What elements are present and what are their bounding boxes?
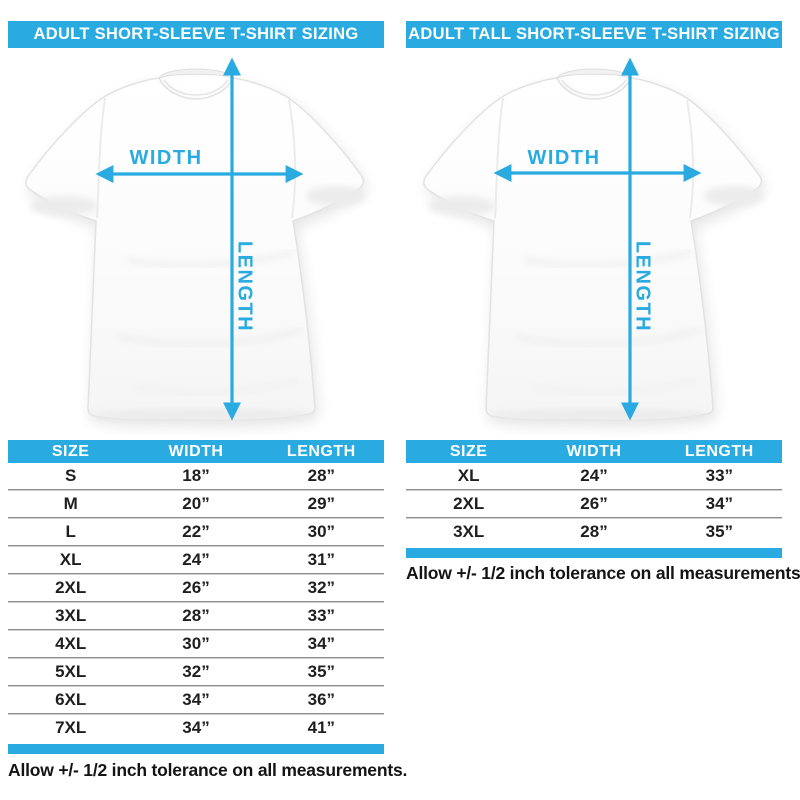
table-row: 5XL 32” 35” xyxy=(8,659,384,684)
column-header-width: WIDTH xyxy=(566,442,622,460)
table-cell: 3XL xyxy=(453,521,485,541)
table-cell: 4XL xyxy=(55,633,87,653)
panel-title-bar: ADULT SHORT-SLEEVE T-SHIRT SIZING xyxy=(8,21,384,48)
size-table: SIZE WIDTH LENGTH XL 24” 33” 2XL 26” 34” 3XL 28… xyxy=(406,440,782,558)
table-row: 6XL 34” 36” xyxy=(8,687,384,712)
table-cell: 28” xyxy=(580,521,608,541)
table-row: XL 24” 33” xyxy=(406,463,782,488)
table-cell: 24” xyxy=(580,465,608,485)
table-cell: 7XL xyxy=(55,717,87,737)
table-cell: M xyxy=(63,493,78,513)
column-header-size: SIZE xyxy=(449,442,488,460)
panel-adult-tall-sizing: ADULT TALL SHORT-SLEEVE T-SHIRT SIZING W… xyxy=(404,0,800,800)
panel-title: ADULT TALL SHORT-SLEEVE T-SHIRT SIZING xyxy=(408,25,780,43)
size-table-header: SIZE WIDTH LENGTH xyxy=(406,440,782,463)
width-dimension-label: WIDTH xyxy=(527,147,601,169)
table-cell: 2XL xyxy=(55,577,87,597)
table-cell: 35” xyxy=(705,521,734,541)
table-row: L 22” 30” xyxy=(8,519,384,544)
table-cell: 32” xyxy=(182,661,210,681)
table-cell: 34” xyxy=(182,689,210,709)
table-cell: 33” xyxy=(307,605,336,625)
table-cell: 30” xyxy=(182,633,210,653)
table-cell: L xyxy=(65,521,76,541)
table-cell: 32” xyxy=(307,577,336,597)
table-cell: 5XL xyxy=(55,661,87,681)
table-cell: XL xyxy=(457,465,480,485)
table-cell: 24” xyxy=(182,549,210,569)
table-cell: 34” xyxy=(705,493,734,513)
table-cell: 34” xyxy=(182,717,210,737)
table-footer-bar xyxy=(8,744,384,754)
table-row: XL 24” 31” xyxy=(8,547,384,572)
table-cell: 36” xyxy=(307,689,336,709)
table-row: 2XL 26” 32” xyxy=(8,575,384,600)
table-cell: 33” xyxy=(705,465,734,485)
table-cell: 26” xyxy=(182,577,210,597)
size-table-body: S 18” 28” M 20” 29” L 22” 30” XL 24” 31” 2XL 26” 32” 3X… xyxy=(8,463,384,740)
table-cell: 35” xyxy=(307,661,336,681)
size-table-header: SIZE WIDTH LENGTH xyxy=(8,440,384,463)
table-cell: 26” xyxy=(580,493,608,513)
table-row: 3XL 28” 33” xyxy=(8,603,384,628)
table-row: S 18” 28” xyxy=(8,463,384,488)
column-header-width: WIDTH xyxy=(168,442,224,460)
tshirt-diagram: WIDTH LENGTH xyxy=(404,54,784,436)
table-cell: 2XL xyxy=(453,493,485,513)
table-cell: 28” xyxy=(182,605,210,625)
table-cell: 3XL xyxy=(55,605,87,625)
panel-title: ADULT SHORT-SLEEVE T-SHIRT SIZING xyxy=(33,25,359,43)
table-row: 2XL 26” 34” xyxy=(406,491,782,516)
column-header-length: LENGTH xyxy=(286,442,356,460)
table-cell: 18” xyxy=(182,465,210,485)
table-row: M 20” 29” xyxy=(8,491,384,516)
table-cell: 20” xyxy=(182,493,210,513)
column-header-size: SIZE xyxy=(51,442,90,460)
tshirt-diagram: WIDTH LENGTH xyxy=(6,54,386,436)
table-cell: 29” xyxy=(307,493,336,513)
tolerance-note: Allow +/- 1/2 inch tolerance on all meas… xyxy=(406,563,800,583)
tshirt-image xyxy=(6,57,386,436)
table-footer-bar xyxy=(406,548,782,558)
table-cell: 31” xyxy=(307,549,336,569)
table-cell: 22” xyxy=(182,521,210,541)
length-dimension-label: LENGTH xyxy=(233,240,256,333)
length-dimension-label: LENGTH xyxy=(631,240,654,333)
table-cell: 34” xyxy=(307,633,336,653)
tolerance-note: Allow +/- 1/2 inch tolerance on all meas… xyxy=(8,760,408,780)
panel-adult-sizing: ADULT SHORT-SLEEVE T-SHIRT SIZING WIDTH … xyxy=(6,0,408,800)
table-cell: S xyxy=(64,465,77,485)
size-table: SIZE WIDTH LENGTH S 18” 28” M 20” 29” L 22” 30” X… xyxy=(8,440,384,754)
tshirt-image xyxy=(404,57,784,436)
table-cell: 30” xyxy=(307,521,336,541)
panel-title-bar: ADULT TALL SHORT-SLEEVE T-SHIRT SIZING xyxy=(406,21,782,48)
table-row: 4XL 30” 34” xyxy=(8,631,384,656)
table-cell: XL xyxy=(59,549,82,569)
column-header-length: LENGTH xyxy=(684,442,754,460)
table-row: 7XL 34” 41” xyxy=(8,715,384,740)
table-cell: 41” xyxy=(307,717,336,737)
width-dimension-label: WIDTH xyxy=(129,147,203,169)
table-row: 3XL 28” 35” xyxy=(406,519,782,544)
table-cell: 6XL xyxy=(55,689,87,709)
table-cell: 28” xyxy=(307,465,336,485)
size-table-body: XL 24” 33” 2XL 26” 34” 3XL 28” 35” xyxy=(406,463,782,544)
